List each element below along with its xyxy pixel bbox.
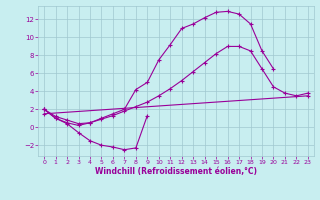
- X-axis label: Windchill (Refroidissement éolien,°C): Windchill (Refroidissement éolien,°C): [95, 167, 257, 176]
